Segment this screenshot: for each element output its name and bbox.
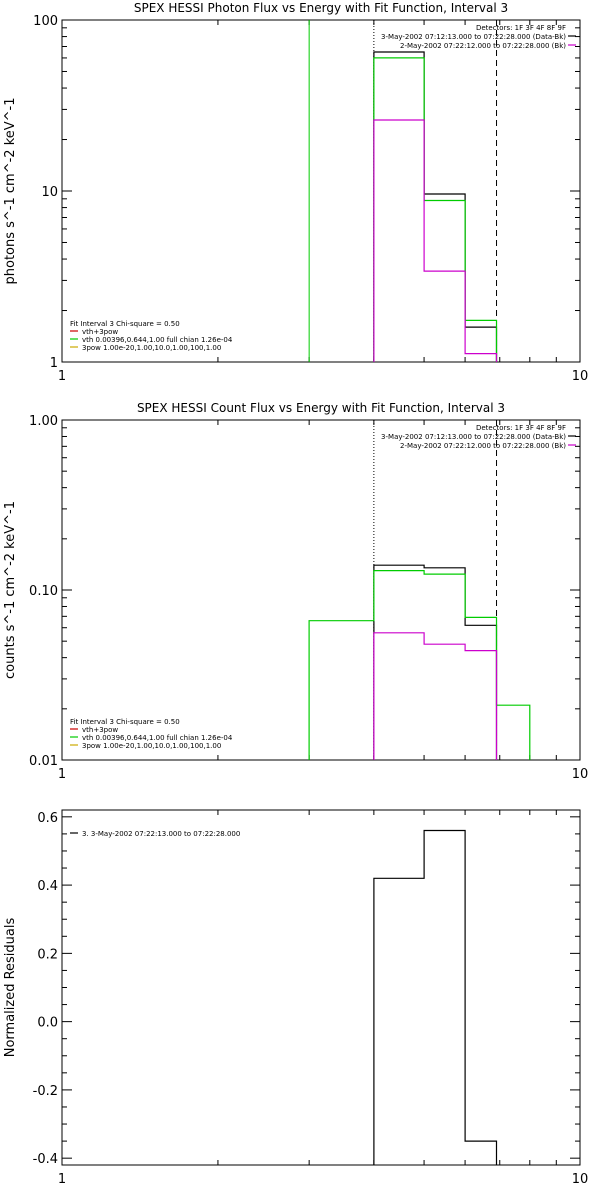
y-tick-label: 0.2 (37, 947, 58, 962)
series-1 (373, 829, 498, 1165)
series-line (373, 632, 498, 760)
y-tick-label: -0.2 (33, 1084, 58, 1099)
series-line (308, 570, 531, 760)
series-1 (373, 564, 498, 760)
series-line (373, 51, 498, 362)
plot-frame (61, 419, 581, 761)
x-tick-label: 1 (58, 369, 66, 384)
legend-right-text: 2-May-2002 07:22:12.000 to 07:22:28.000 … (400, 42, 566, 50)
y-tick-label: 10 (41, 185, 58, 200)
y-tick-label: 1 (50, 356, 58, 371)
legend-left-text: Fit Interval 3 Chi-square = 0.50 (70, 320, 180, 328)
x-tick-label: 10 (572, 767, 589, 782)
plot-frame (61, 809, 581, 1166)
y-axis-label: Normalized Residuals (3, 918, 18, 1058)
y-tick-label: 0.6 (37, 811, 58, 826)
legend-right-text: Detectors: 1F 3F 4F 8F 9F (476, 24, 566, 32)
legend-left-text: vth 0.00396,0.644,1.00 full chian 1.26e-… (82, 336, 233, 344)
legend-right-text: 3-May-2002 07:12:13.000 to 07:22:28.000 … (381, 33, 566, 41)
legend-right-text: 2-May-2002 07:22:12.000 to 07:22:28.000 … (400, 442, 566, 450)
legend-left-text: vth+3pow (82, 328, 118, 336)
y-tick-label: 0.10 (29, 584, 58, 599)
y-axis-label: counts s^-1 cm^-2 keV^-1 (3, 501, 18, 679)
legend-left-text: 3pow 1.00e-20,1.00,10.0,1.00,100,1.00 (82, 742, 221, 750)
legend-left-text: 3. 3-May-2002 07:22:13.000 to 07:22:28.0… (82, 830, 240, 838)
chart-1: SPEX HESSI Photon Flux vs Energy with Fi… (3, 1, 588, 384)
chart-2: SPEX HESSI Count Flux vs Energy with Fit… (3, 401, 588, 782)
y-tick-label: 1.00 (29, 414, 58, 429)
chart-3: Normalized Residuals 1 10 0.6 0.4 0.2 0.0 -0.2 -… (3, 809, 589, 1187)
chart-title: SPEX HESSI Photon Flux vs Energy with Fi… (134, 1, 508, 15)
x-tick-label: 10 (572, 369, 589, 384)
series-3 (373, 632, 498, 760)
x-tick-label: 1 (58, 767, 66, 782)
legend-left-text: vth+3pow (82, 726, 118, 734)
series-1 (373, 51, 498, 362)
legend-right-text: 3-May-2002 07:12:13.000 to 07:22:28.000 … (381, 433, 566, 441)
series-2 (308, 570, 531, 760)
legend-left-text: Fit Interval 3 Chi-square = 0.50 (70, 718, 180, 726)
y-tick-label: 0.01 (29, 754, 58, 769)
series-2 (373, 57, 498, 362)
y-tick-label: -0.4 (33, 1152, 58, 1167)
series-line (373, 119, 498, 362)
legend-left-text: vth 0.00396,0.644,1.00 full chian 1.26e-… (82, 734, 233, 742)
x-tick-label: 1 (58, 1172, 66, 1187)
y-tick-label: 0.4 (37, 879, 58, 894)
series-line (373, 829, 498, 1165)
legend-right-text: Detectors: 1F 3F 4F 8F 9F (476, 424, 566, 432)
legend-left-text: 3pow 1.00e-20,1.00,10.0,1.00,100,1.00 (82, 344, 221, 352)
x-tick-label: 10 (572, 1172, 589, 1187)
series-3 (373, 119, 498, 362)
chart-title: SPEX HESSI Count Flux vs Energy with Fit… (137, 401, 505, 415)
plot-frame (61, 19, 581, 363)
series-line (373, 57, 498, 362)
y-tick-label: 0.0 (37, 1016, 58, 1031)
y-axis-label: photons s^-1 cm^-2 keV^-1 (3, 97, 18, 284)
series-line (373, 564, 498, 760)
y-tick-label: 100 (33, 14, 58, 29)
